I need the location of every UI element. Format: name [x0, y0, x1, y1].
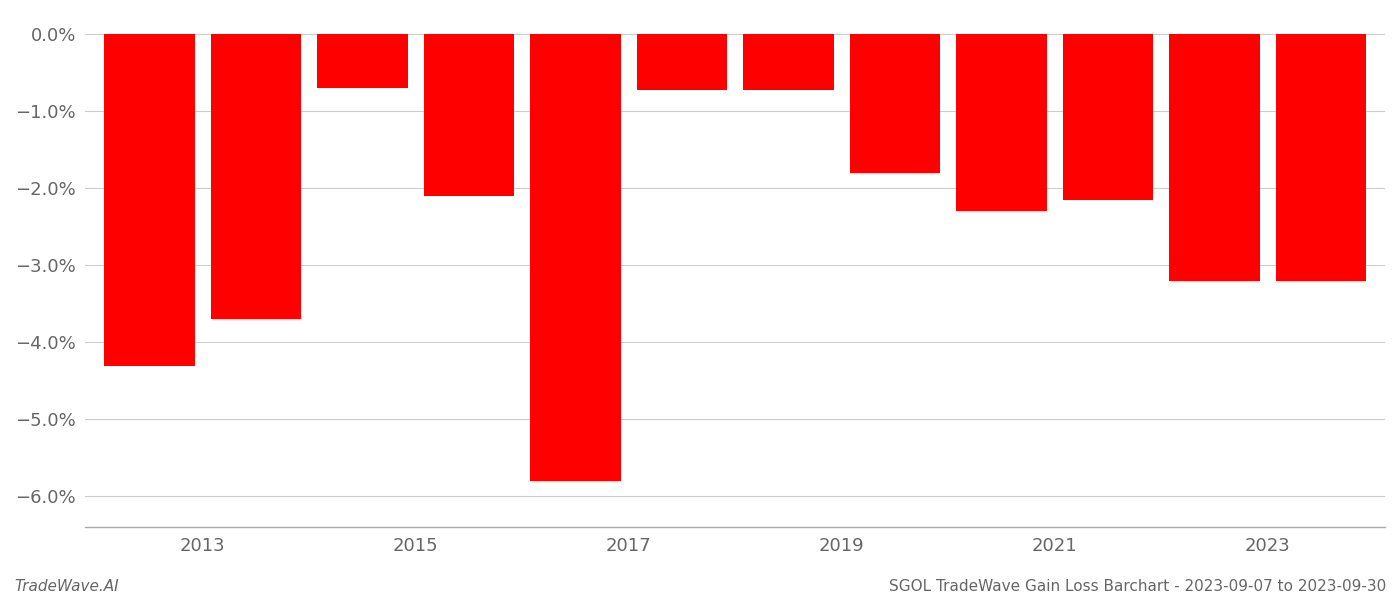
Bar [637, 34, 727, 90]
Bar [743, 34, 834, 90]
Bar [850, 34, 941, 173]
Text: SGOL TradeWave Gain Loss Barchart - 2023-09-07 to 2023-09-30: SGOL TradeWave Gain Loss Barchart - 2023… [889, 579, 1386, 594]
Bar [1275, 34, 1366, 281]
Bar [104, 34, 195, 365]
Bar [424, 34, 514, 196]
Bar [1063, 34, 1154, 200]
Bar [318, 34, 407, 88]
Bar [1169, 34, 1260, 281]
Text: TradeWave.AI: TradeWave.AI [14, 579, 119, 594]
Bar [531, 34, 620, 481]
Bar [210, 34, 301, 319]
Bar [956, 34, 1047, 211]
